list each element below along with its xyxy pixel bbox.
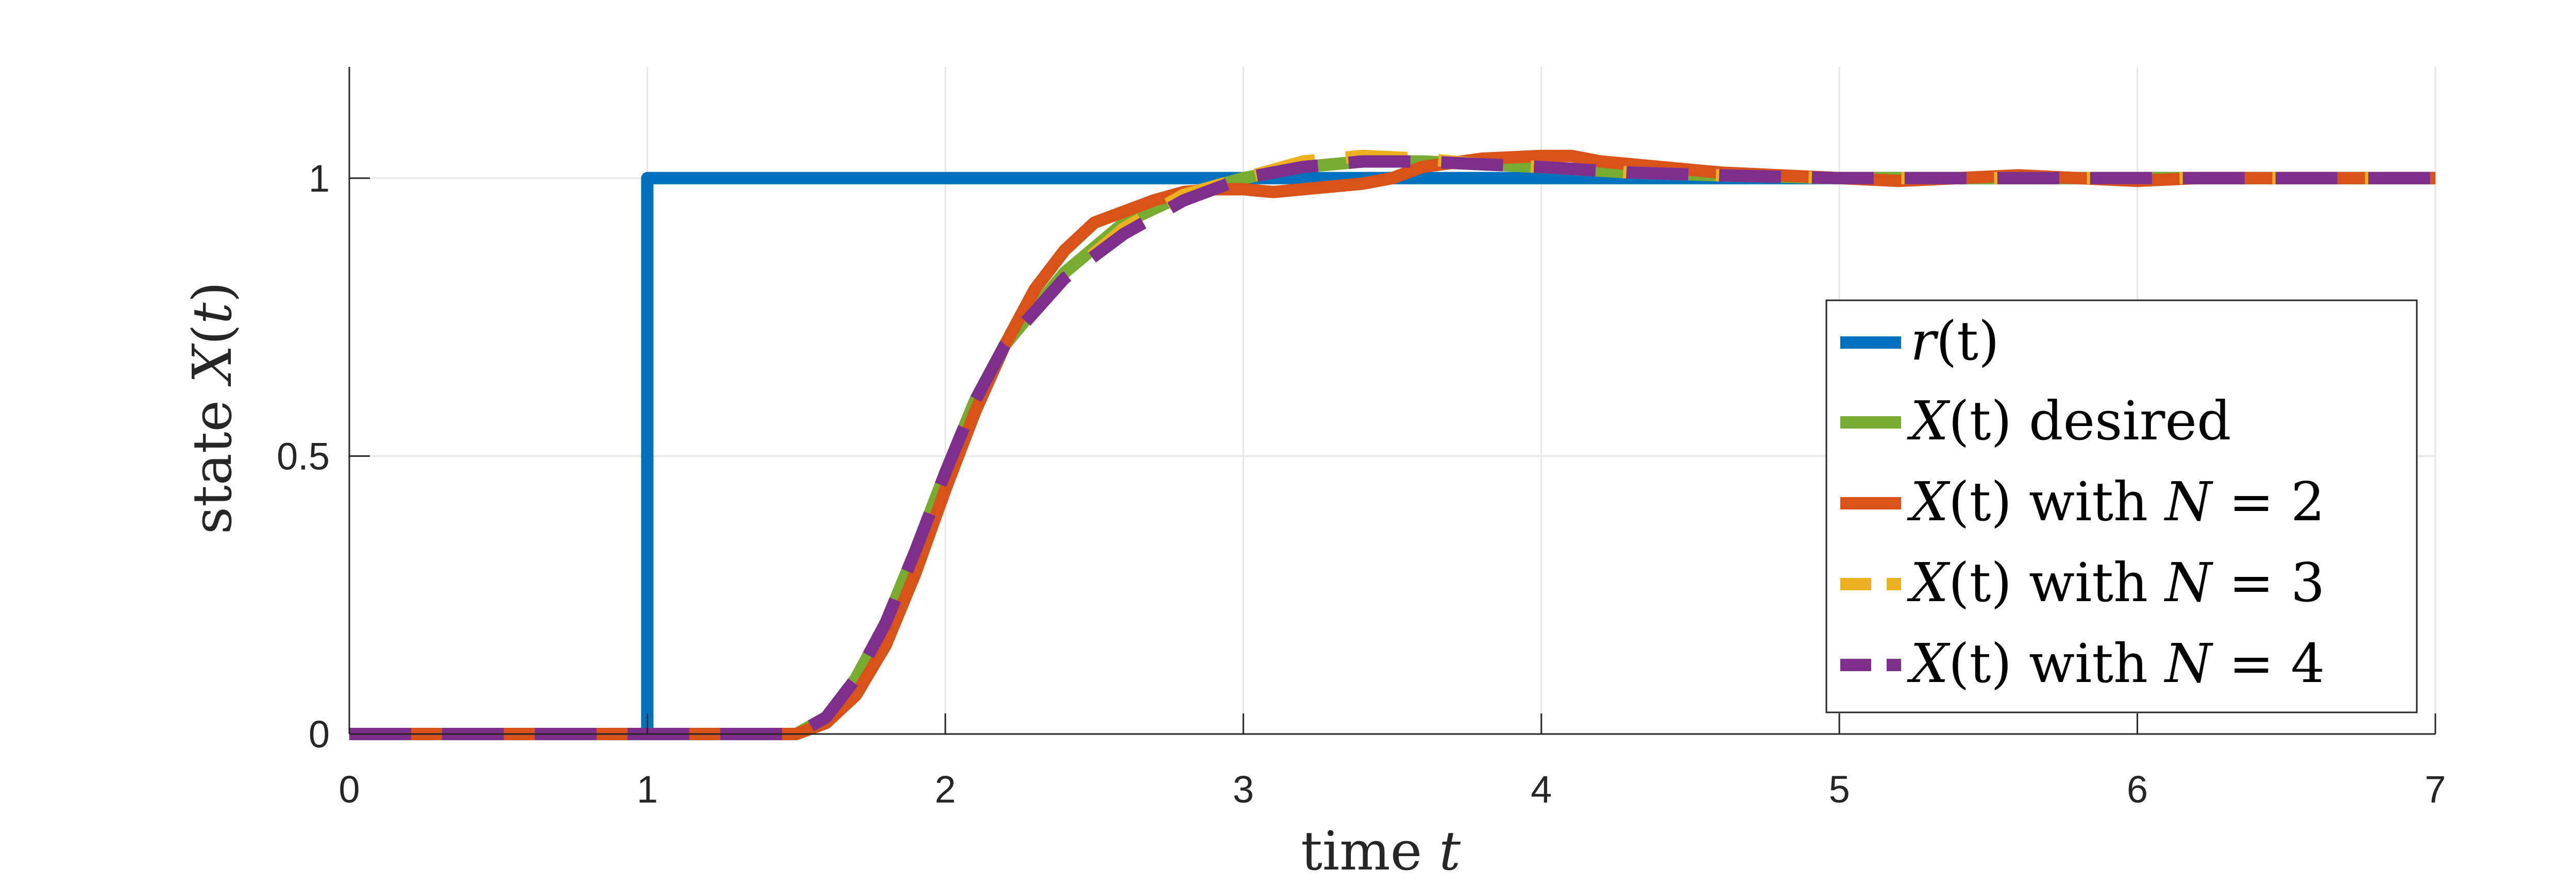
y-axis-label: state X(t) — [181, 282, 244, 535]
y-axis-label-text: state — [181, 400, 244, 535]
legend-label: X(t) with N = 2 — [1907, 470, 2325, 533]
legend-item-r: r(t) — [1840, 310, 1999, 372]
x-tick-label: 2 — [935, 768, 956, 811]
y-tick-label: 1 — [309, 157, 330, 200]
x-tick-label: 3 — [1233, 768, 1254, 811]
x-tick-label: 1 — [637, 768, 658, 811]
legend-label-nval: = 3 — [2212, 551, 2325, 614]
legend-box — [1825, 299, 2418, 713]
x-axis-label: time t — [1301, 820, 1461, 882]
legend: r(t) X(t) desired X(t) with N = 2 X(t) w… — [1825, 299, 2418, 713]
axes — [348, 67, 2436, 735]
legend-label-rest: (t) with — [1948, 470, 2148, 533]
x-axis-label-var: t — [1439, 820, 1461, 882]
y-axis-label-var: X — [181, 343, 244, 387]
legend-label: r(t) — [1910, 310, 1999, 372]
tick-labels: 0 1 2 3 4 5 6 7 0 0.5 1 — [277, 157, 2446, 811]
x-tick-label: 7 — [2425, 768, 2446, 811]
legend-item-n2: X(t) with N = 2 — [1840, 470, 2325, 533]
legend-label-nval: = 2 — [2212, 470, 2325, 533]
legend-item-desired: X(t) desired — [1840, 389, 2231, 452]
legend-label-n: N — [2163, 470, 2213, 533]
x-axis-label-text: time — [1301, 820, 1422, 882]
legend-label-nval: = 4 — [2212, 632, 2325, 695]
legend-label-rest: (t) desired — [1948, 389, 2231, 452]
legend-item-n3: X(t) with N = 3 — [1840, 551, 2325, 614]
legend-label-rest: (t) — [1936, 310, 1999, 372]
legend-label: X(t) with N = 3 — [1907, 551, 2325, 614]
series-line-4 — [349, 155, 2435, 740]
legend-label-rest: (t) with — [1948, 632, 2148, 695]
legend-label-var: r — [1910, 310, 1939, 372]
legend-label-var: X — [1907, 470, 1951, 533]
legend-label-rest: (t) with — [1948, 551, 2148, 614]
x-tick-label: 0 — [338, 768, 360, 811]
y-axis-label-arg: t — [181, 302, 244, 324]
x-tick-label: 4 — [1531, 768, 1552, 811]
legend-label-var: X — [1907, 551, 1951, 614]
legend-item-n4: X(t) with N = 4 — [1840, 632, 2325, 695]
legend-label-n: N — [2163, 632, 2213, 695]
x-tick-label: 5 — [1829, 768, 1850, 811]
legend-label-n: N — [2163, 551, 2213, 614]
legend-label-var: X — [1907, 389, 1951, 452]
x-tick-label: 6 — [2127, 768, 2148, 811]
legend-label-var: X — [1907, 632, 1951, 695]
legend-label: X(t) with N = 4 — [1907, 632, 2325, 695]
y-tick-label: 0.5 — [277, 435, 330, 477]
legend-label: X(t) desired — [1907, 389, 2231, 452]
y-tick-label: 0 — [309, 713, 330, 756]
